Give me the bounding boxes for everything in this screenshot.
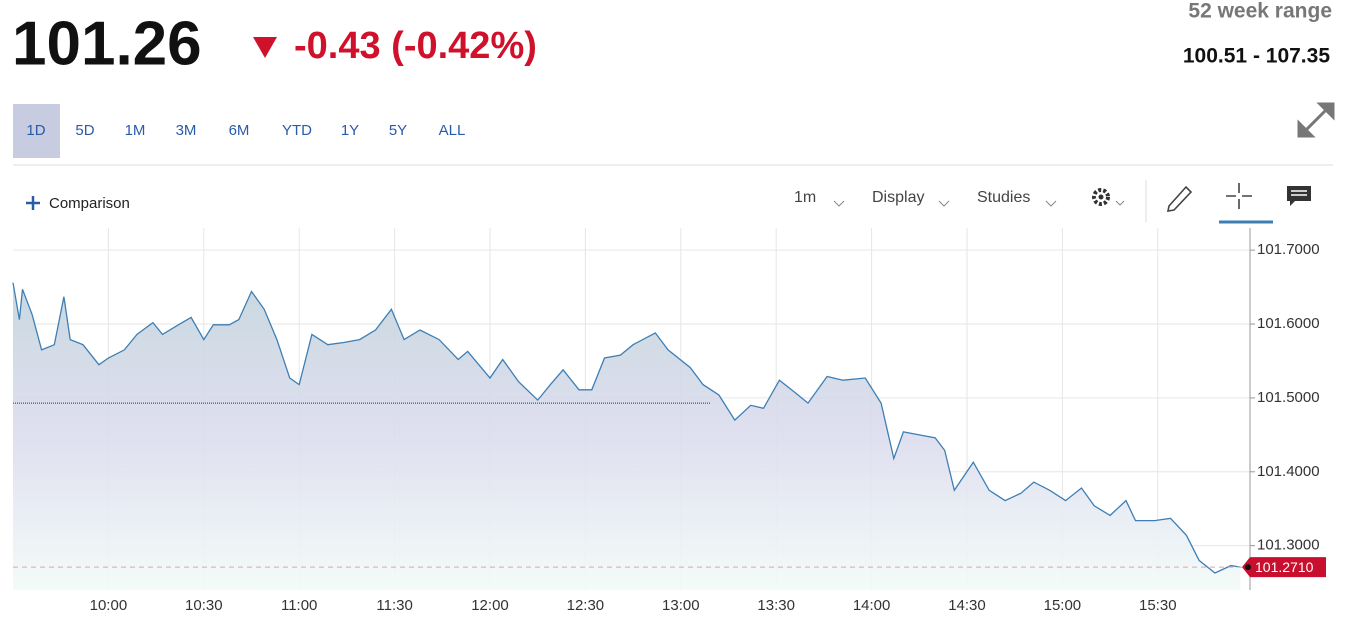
x-tick-label: 15:00 bbox=[1044, 597, 1082, 614]
range-value: 100.51 - 107.35 bbox=[1183, 45, 1330, 68]
last-price-tag bbox=[1242, 557, 1326, 578]
tab[interactable]: 1D bbox=[13, 104, 60, 158]
x-tick-label: 13:30 bbox=[757, 597, 795, 614]
tab-label: 5D bbox=[75, 122, 94, 139]
interval-label: 1m bbox=[794, 189, 816, 206]
tab-label: 5Y bbox=[389, 122, 407, 139]
x-tick-label: 11:00 bbox=[281, 597, 317, 614]
x-tick-label: 14:30 bbox=[948, 597, 986, 614]
y-tick-label: 101.7000 bbox=[1257, 241, 1320, 258]
x-tick-label: 12:30 bbox=[567, 597, 605, 614]
last-price-label: 101.2710 bbox=[1255, 559, 1314, 575]
tab[interactable]: 5D bbox=[75, 122, 94, 139]
price-change: -0.43 (-0.42%) bbox=[294, 25, 537, 67]
display-button[interactable]: Display bbox=[872, 189, 950, 207]
studies-label: Studies bbox=[977, 189, 1030, 206]
display-label: Display bbox=[872, 189, 924, 206]
tab-label: 1D bbox=[26, 122, 45, 139]
x-tick-label: 11:30 bbox=[376, 597, 412, 614]
tab-highlight bbox=[13, 104, 60, 158]
crosshair-button[interactable] bbox=[1219, 183, 1273, 224]
comparison-button[interactable]: Comparison bbox=[26, 195, 130, 212]
down-arrow bbox=[253, 37, 277, 58]
range-label: 52 week range bbox=[1188, 0, 1332, 23]
tab[interactable]: 5Y bbox=[389, 122, 407, 139]
y-tick-label: 101.6000 bbox=[1257, 315, 1320, 332]
tab[interactable]: 3M bbox=[176, 122, 197, 139]
comment-button[interactable] bbox=[1287, 186, 1311, 206]
y-tick-label: 101.5000 bbox=[1257, 389, 1320, 406]
price-line bbox=[12, 282, 1241, 574]
x-tick-label: 10:00 bbox=[90, 597, 128, 614]
price: 101.26 bbox=[12, 9, 202, 78]
tab-label: 3M bbox=[176, 122, 197, 139]
tab-label: 1M bbox=[125, 122, 146, 139]
y-tick-label: 101.3000 bbox=[1257, 537, 1320, 554]
expand-icon[interactable] bbox=[1297, 102, 1335, 138]
x-tick-label: 15:30 bbox=[1139, 597, 1177, 614]
x-tick-label: 13:00 bbox=[662, 597, 700, 614]
price-area bbox=[13, 282, 1241, 590]
tab[interactable]: 6M bbox=[229, 122, 250, 139]
comparison-label: Comparison bbox=[49, 195, 130, 212]
draw-button[interactable] bbox=[1166, 185, 1193, 212]
tab-label: 1Y bbox=[341, 122, 359, 139]
tab-label: YTD bbox=[282, 122, 312, 139]
tab-label: 6M bbox=[229, 122, 250, 139]
tab[interactable]: 1M bbox=[125, 122, 146, 139]
tab-label: ALL bbox=[439, 122, 466, 139]
x-tick-label: 14:00 bbox=[853, 597, 891, 614]
x-tick-label: 12:00 bbox=[471, 597, 509, 614]
last-price-dot bbox=[1245, 564, 1251, 571]
tab-bar: 1D 5D 1M 3M 6M YTD 1Y 5Y ALL bbox=[13, 104, 465, 158]
x-tick-label: 10:30 bbox=[185, 597, 223, 614]
tab[interactable]: ALL bbox=[439, 122, 466, 139]
tab[interactable]: 1Y bbox=[341, 122, 359, 139]
y-tick-label: 101.4000 bbox=[1257, 463, 1320, 480]
plot-area: 10:00 10:30 11:00 11:30 12:00 12:30 13:00 13:30… bbox=[12, 228, 1326, 614]
interval-button[interactable]: 1m bbox=[794, 189, 845, 207]
settings-button[interactable] bbox=[1092, 188, 1125, 206]
studies-button[interactable]: Studies bbox=[977, 189, 1057, 207]
tab[interactable]: YTD bbox=[282, 122, 312, 139]
